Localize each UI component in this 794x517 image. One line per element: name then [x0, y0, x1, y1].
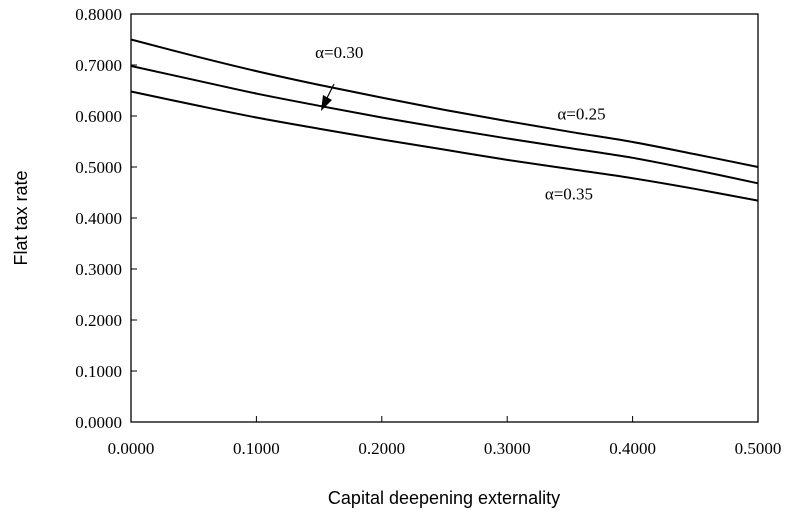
- y-tick-label: 0.5000: [75, 158, 122, 177]
- x-tick-label: 0.2000: [358, 439, 405, 458]
- x-tick-label: 0.1000: [233, 439, 280, 458]
- y-tick-label: 0.1000: [75, 362, 122, 381]
- y-tick-label: 0.6000: [75, 107, 122, 126]
- plot-frame: [130, 13, 759, 423]
- y-axis: 0.0000 0.1000 0.2000 0.3000 0.4000 0.5000 0.60…: [75, 5, 137, 432]
- y-tick-label: 0.8000: [75, 5, 122, 24]
- series-label: α=0.35: [545, 184, 593, 203]
- series-line-2: [130, 90, 759, 202]
- series-lines: [130, 38, 759, 202]
- series-label: α=0.30: [315, 43, 363, 62]
- y-axis-title: Flat tax rate: [11, 170, 31, 265]
- series-labels: α=0.25 α=0.30 α=0.35: [315, 43, 606, 204]
- x-axis: 0.0000 0.1000 0.2000 0.3000 0.4000 0.5000: [108, 416, 782, 458]
- y-tick-label: 0.7000: [75, 56, 122, 75]
- y-tick-label: 0.3000: [75, 260, 122, 279]
- x-tick-label: 0.0000: [108, 439, 155, 458]
- x-tick-label: 0.4000: [609, 439, 656, 458]
- y-tick-label: 0.4000: [75, 209, 122, 228]
- y-tick-label: 0.2000: [75, 311, 122, 330]
- x-tick-label: 0.3000: [484, 439, 531, 458]
- x-tick-label: 0.5000: [735, 439, 782, 458]
- y-tick-label: 0.0000: [75, 413, 122, 432]
- series-line-0: [130, 38, 759, 168]
- alpha-030-pointer-line: [326, 83, 335, 99]
- x-axis-title: Capital deepening externality: [328, 488, 560, 508]
- series-line-1: [130, 65, 759, 185]
- series-label: α=0.25: [557, 105, 605, 124]
- alpha-030-pointer-arrowhead: [321, 95, 332, 111]
